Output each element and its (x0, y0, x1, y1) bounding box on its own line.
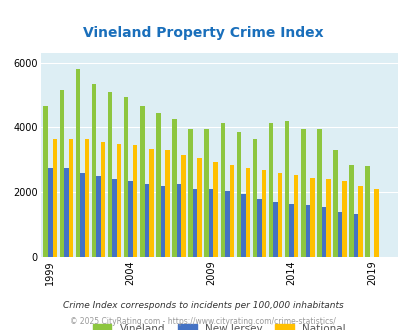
Bar (300, 129, 305, 257)
Bar (261, 170, 266, 257)
Bar (60, 90, 64, 257)
Text: Vineland Property Crime Index: Vineland Property Crime Index (83, 26, 322, 40)
Bar (245, 168, 249, 257)
Bar (124, 97, 128, 257)
Bar (224, 191, 229, 257)
Bar (165, 150, 169, 257)
Bar (353, 214, 357, 257)
Bar (364, 166, 369, 257)
Bar (268, 123, 273, 257)
Legend: Vineland, New Jersey, National: Vineland, New Jersey, National (92, 324, 345, 330)
Text: © 2025 CityRating.com - https://www.cityrating.com/crime-statistics/: © 2025 CityRating.com - https://www.city… (70, 317, 335, 326)
Bar (236, 132, 241, 257)
Bar (133, 145, 137, 257)
Bar (188, 129, 192, 257)
Bar (273, 202, 277, 257)
Bar (293, 175, 298, 257)
Bar (75, 69, 80, 257)
Bar (333, 150, 337, 257)
Bar (348, 165, 353, 257)
Bar (192, 189, 197, 257)
Bar (229, 165, 233, 257)
Bar (43, 106, 48, 257)
Bar (373, 189, 378, 257)
Bar (48, 168, 52, 257)
Bar (357, 186, 362, 257)
Bar (309, 178, 314, 257)
Bar (257, 199, 261, 257)
Bar (160, 186, 165, 257)
Bar (252, 139, 257, 257)
Bar (92, 83, 96, 257)
Bar (52, 139, 57, 257)
Bar (209, 189, 213, 257)
Bar (96, 176, 100, 257)
Bar (144, 184, 149, 257)
Bar (156, 113, 160, 257)
Bar (140, 106, 144, 257)
Bar (181, 155, 185, 257)
Bar (64, 168, 68, 257)
Bar (85, 139, 89, 257)
Bar (284, 121, 289, 257)
Bar (80, 173, 85, 257)
Bar (204, 129, 209, 257)
Bar (325, 180, 330, 257)
Bar (316, 129, 321, 257)
Bar (305, 206, 309, 257)
Bar (176, 184, 181, 257)
Bar (128, 181, 133, 257)
Bar (68, 139, 73, 257)
Bar (172, 119, 176, 257)
Bar (117, 144, 121, 257)
Bar (108, 92, 112, 257)
Bar (100, 142, 105, 257)
Bar (241, 194, 245, 257)
Bar (112, 180, 117, 257)
Bar (213, 162, 217, 257)
Bar (149, 148, 153, 257)
Bar (220, 123, 224, 257)
Text: Crime Index corresponds to incidents per 100,000 inhabitants: Crime Index corresponds to incidents per… (62, 301, 343, 310)
Bar (277, 173, 281, 257)
Bar (289, 204, 293, 257)
Bar (197, 158, 201, 257)
Bar (341, 181, 346, 257)
Bar (337, 212, 341, 257)
Bar (321, 207, 325, 257)
